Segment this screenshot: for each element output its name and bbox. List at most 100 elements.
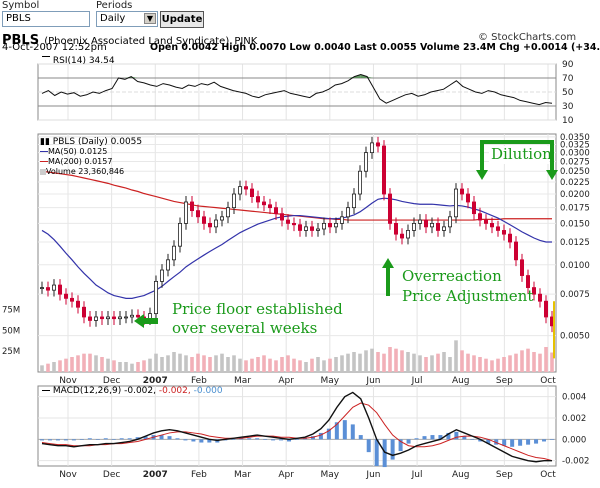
- price-legend-text: PBLS (Daily) 0.0055: [52, 137, 143, 147]
- candle-body: [465, 193, 470, 203]
- symbol-input[interactable]: PBLS: [2, 11, 90, 27]
- candle-body: [237, 186, 242, 195]
- exchange-name: PINK: [234, 36, 258, 47]
- macd-legend-v1: -0.002,: [124, 386, 156, 396]
- volume-bar: [64, 358, 68, 372]
- macd-tick-label: 0.000: [562, 435, 586, 445]
- annot-floor-line1: Price floor established: [172, 300, 343, 318]
- volume-bar: [88, 353, 92, 372]
- chevron-down-icon[interactable]: ▼: [144, 13, 156, 24]
- volume-bar: [310, 358, 314, 372]
- candle-body: [135, 314, 140, 318]
- candle-body: [195, 210, 200, 218]
- volume-bar: [220, 353, 224, 372]
- candle-body: [375, 142, 380, 147]
- rsi-panel: 10 30 50 70 90: [37, 60, 574, 126]
- macd-histogram-bar: [287, 439, 292, 442]
- volume-bar: [424, 357, 428, 372]
- candle-body: [183, 201, 188, 224]
- candle-body: [423, 219, 428, 228]
- volume-tick-label: 75M: [2, 306, 20, 316]
- volume-bar: [232, 355, 236, 372]
- macd-month-label: Mar: [234, 470, 251, 480]
- volume-bar: [442, 352, 446, 372]
- candle-body: [291, 222, 296, 226]
- candle-body: [171, 245, 176, 261]
- candle-body: [70, 297, 75, 302]
- price-month-label: Aug: [452, 376, 470, 386]
- volume-bar: [250, 358, 254, 372]
- macd-histogram-bar: [358, 435, 363, 440]
- candle-body: [159, 269, 164, 282]
- candle-body: [447, 216, 452, 228]
- candle-body: [393, 222, 398, 235]
- volume-bar: [256, 357, 260, 372]
- volume-bar: [412, 353, 416, 372]
- volume-bar: [532, 352, 536, 372]
- candle-body: [58, 284, 63, 295]
- candle-body: [339, 216, 344, 224]
- macd-histogram-bar: [271, 439, 276, 441]
- ticker-title: PBLS: [2, 33, 40, 48]
- volume-bar: [172, 352, 176, 372]
- candle-body: [429, 222, 434, 228]
- volume-bar: [40, 365, 44, 372]
- update-button[interactable]: Update: [160, 11, 204, 28]
- candle-body: [100, 316, 105, 320]
- annot-dilution: Dilution: [491, 145, 552, 163]
- volume-bar: [550, 352, 554, 372]
- price-legend: ▮▮ PBLS (Daily) 0.0055 MA(50) 0.0125 MA(…: [40, 137, 142, 177]
- company-name: (Phoenix Associated Land Syndicate): [44, 36, 230, 47]
- candle-body: [267, 204, 272, 209]
- rsi-legend-text: RSI(14) 34.54: [52, 56, 115, 66]
- volume-bar: [124, 362, 128, 372]
- volume-bar: [352, 352, 356, 372]
- volume-bar: [340, 355, 344, 372]
- volume-bar: [472, 355, 476, 372]
- price-tick-label: 0.0250: [560, 167, 590, 177]
- price-tick-label: 0.0200: [560, 190, 590, 200]
- ma200-legend-text: MA(200) 0.0157: [48, 157, 113, 166]
- macd-histogram-bar: [382, 439, 387, 468]
- macd-tick-label: 0.004: [562, 393, 586, 403]
- candle-body: [315, 228, 320, 231]
- macd-histogram-bar: [430, 435, 435, 440]
- price-panel: 0.0050 0.0075 0.0100 0.0125 0.0150 0.0175 0.02…: [2, 133, 590, 386]
- volume-bar: [52, 362, 56, 372]
- volume-bar: [244, 360, 248, 372]
- ma50-line-icon: [40, 151, 48, 152]
- macd-histogram-bar: [342, 420, 347, 440]
- volume-bar: [238, 358, 242, 372]
- volume-bar: [538, 353, 542, 372]
- macd-legend-v2: -0.002,: [158, 386, 191, 396]
- periods-select[interactable]: Daily ▼: [96, 11, 158, 27]
- volume-bar: [58, 360, 62, 372]
- arrow-left-icon: [134, 314, 158, 328]
- candle-body: [64, 293, 69, 299]
- macd-histogram-bar: [374, 439, 379, 466]
- volume-bar: [82, 353, 86, 372]
- macd-month-label: Oct: [540, 470, 556, 480]
- macd-histogram-bar: [191, 439, 196, 442]
- volume-bar: [112, 360, 116, 372]
- candle-body: [538, 293, 543, 302]
- candle-body: [544, 300, 549, 318]
- volume-bar: [430, 355, 434, 372]
- volume-bar: [142, 360, 146, 372]
- candle-body: [76, 300, 81, 308]
- volume-bar: [400, 350, 404, 372]
- macd-histogram-bar: [302, 438, 307, 440]
- candle-body: [333, 222, 338, 228]
- macd-tick-label: 0.002: [562, 414, 586, 424]
- arrow-up-icon: [382, 258, 394, 296]
- macd-histogram-bar: [462, 436, 467, 440]
- price-month-label: Nov: [59, 376, 77, 386]
- candle-body: [309, 226, 314, 231]
- candle-body: [399, 233, 404, 239]
- candle-body: [219, 216, 224, 221]
- volume-bar: [514, 353, 518, 372]
- rsi-tick-label: 10: [562, 116, 574, 126]
- macd-histogram-bar: [111, 439, 116, 440]
- candle-body: [261, 201, 266, 206]
